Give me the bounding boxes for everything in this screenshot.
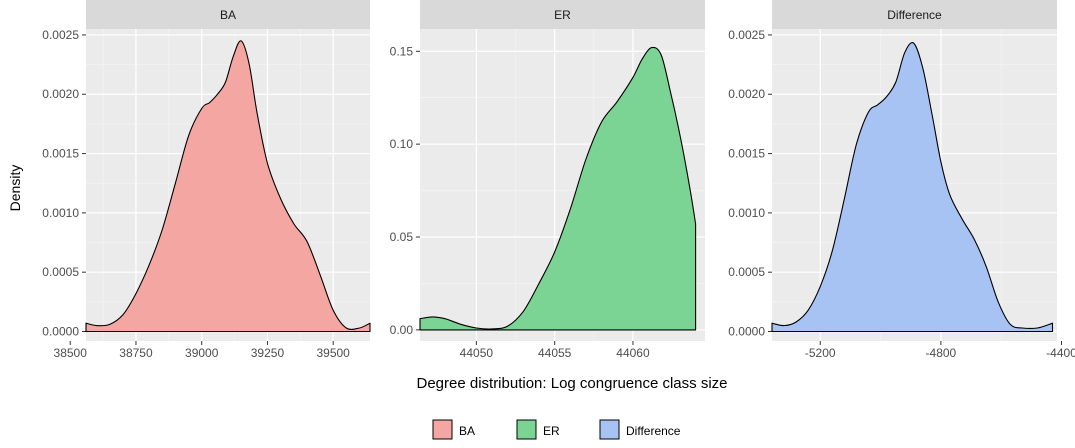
y-tick-label: 0.0005: [42, 265, 79, 279]
legend-key: [432, 419, 453, 440]
x-tick-label: 44060: [616, 346, 650, 360]
y-tick-label: 0.10: [390, 137, 414, 151]
x-tick-label: 39500: [316, 346, 350, 360]
x-tick-label: -4800: [926, 346, 957, 360]
facet-strip-label: Difference: [887, 8, 942, 22]
x-tick-label: 44055: [538, 346, 572, 360]
facet-strip-label: BA: [220, 8, 236, 22]
y-tick-label: 0.05: [390, 230, 414, 244]
facet-strip: [86, 0, 370, 29]
density-area: [419, 46, 697, 331]
panel-1: BA 38500 38750 39000 39250 39500 0.0000 0.0005 0…: [42, 0, 371, 360]
y-tick-label: 0.0020: [42, 87, 79, 101]
legend-label: BA: [459, 424, 475, 438]
density-area: [85, 40, 371, 333]
facet-strip: [420, 0, 705, 29]
panels: BA 38500 38750 39000 39250 39500 0.0000 0.0005 0…: [42, 0, 1075, 360]
y-tick-label: 0.0025: [42, 28, 79, 42]
legend-key: [599, 419, 620, 440]
y-tick-label: 0.0015: [42, 147, 79, 161]
legend-label: Difference: [626, 424, 681, 438]
y-tick-label: 0.0005: [728, 265, 765, 279]
legend-key: [516, 419, 537, 440]
x-tick-label: -5200: [805, 346, 836, 360]
x-axis-label: Degree distribution: Log congruence clas…: [416, 375, 727, 392]
x-tick-label: 39250: [251, 346, 285, 360]
density-area: [771, 42, 1054, 333]
legend: BA ER Difference: [432, 419, 681, 440]
x-tick-label: 38750: [119, 346, 153, 360]
y-tick-label: 0.0010: [728, 206, 765, 220]
y-tick-label: 0.0010: [42, 206, 79, 220]
y-tick-label: 0.0020: [728, 87, 765, 101]
y-tick-label: 0.0025: [728, 28, 765, 42]
y-tick-label: 0.0015: [728, 147, 765, 161]
x-tick-label: -4400: [1046, 346, 1075, 360]
x-tick-label: 38500: [54, 346, 88, 360]
panel-2: ER 44050 44055 44060 0.00 0.05 0.10 0.15: [390, 0, 705, 360]
x-tick-label: 44050: [460, 346, 494, 360]
y-tick-label: 0.0000: [42, 325, 79, 339]
y-tick-label: 0.0000: [728, 325, 765, 339]
panel-3: Difference -5200 -4800 -4400 0.0000 0.0005 0.0…: [728, 0, 1075, 360]
y-tick-label: 0.00: [390, 323, 414, 337]
y-tick-label: 0.15: [390, 44, 414, 58]
x-tick-label: 39000: [185, 346, 219, 360]
y-axis-label: Density: [7, 165, 23, 212]
facet-strip-label: ER: [554, 8, 571, 22]
legend-label: ER: [543, 424, 560, 438]
facet-strip: [772, 0, 1057, 29]
